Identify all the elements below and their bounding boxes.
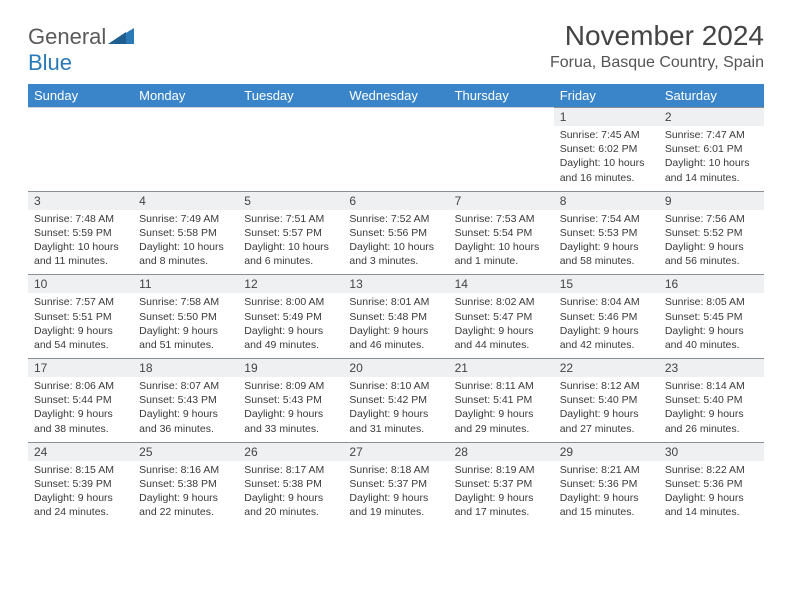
day-number-cell: 6 xyxy=(343,191,448,210)
day-number-cell: 19 xyxy=(238,359,343,378)
day-content-cell: Sunrise: 7:54 AMSunset: 5:53 PMDaylight:… xyxy=(554,210,659,275)
calendar-table: Sunday Monday Tuesday Wednesday Thursday… xyxy=(28,84,764,525)
day-content-cell: Sunrise: 8:21 AMSunset: 5:36 PMDaylight:… xyxy=(554,461,659,526)
day-number-cell xyxy=(133,108,238,127)
day-header: Tuesday xyxy=(238,84,343,108)
day-content-cell: Sunrise: 7:48 AMSunset: 5:59 PMDaylight:… xyxy=(28,210,133,275)
day-number-row: 24252627282930 xyxy=(28,442,764,461)
day-number-cell: 29 xyxy=(554,442,659,461)
day-number-cell: 4 xyxy=(133,191,238,210)
logo-triangle-icon xyxy=(108,26,134,49)
day-number-row: 3456789 xyxy=(28,191,764,210)
day-number-cell: 11 xyxy=(133,275,238,294)
calendar-page: General Blue November 2024 Forua, Basque… xyxy=(0,0,792,545)
day-content-cell: Sunrise: 8:15 AMSunset: 5:39 PMDaylight:… xyxy=(28,461,133,526)
day-number-cell xyxy=(28,108,133,127)
day-number-cell: 30 xyxy=(659,442,764,461)
day-number-cell: 18 xyxy=(133,359,238,378)
day-content-cell xyxy=(238,126,343,191)
logo: General Blue xyxy=(28,20,134,76)
day-number-cell: 15 xyxy=(554,275,659,294)
day-content-cell: Sunrise: 8:14 AMSunset: 5:40 PMDaylight:… xyxy=(659,377,764,442)
day-number-cell: 1 xyxy=(554,108,659,127)
day-content-cell: Sunrise: 8:22 AMSunset: 5:36 PMDaylight:… xyxy=(659,461,764,526)
day-number-cell: 27 xyxy=(343,442,448,461)
day-content-row: Sunrise: 7:48 AMSunset: 5:59 PMDaylight:… xyxy=(28,210,764,275)
day-content-cell: Sunrise: 7:52 AMSunset: 5:56 PMDaylight:… xyxy=(343,210,448,275)
day-number-cell: 3 xyxy=(28,191,133,210)
day-content-cell: Sunrise: 7:47 AMSunset: 6:01 PMDaylight:… xyxy=(659,126,764,191)
day-number-cell: 22 xyxy=(554,359,659,378)
day-content-cell: Sunrise: 7:57 AMSunset: 5:51 PMDaylight:… xyxy=(28,293,133,358)
day-content-cell: Sunrise: 8:05 AMSunset: 5:45 PMDaylight:… xyxy=(659,293,764,358)
day-content-cell xyxy=(28,126,133,191)
day-number-cell: 8 xyxy=(554,191,659,210)
title-block: November 2024 Forua, Basque Country, Spa… xyxy=(550,20,764,72)
day-content-cell xyxy=(343,126,448,191)
logo-text-blue: Blue xyxy=(28,50,72,75)
day-content-cell: Sunrise: 8:10 AMSunset: 5:42 PMDaylight:… xyxy=(343,377,448,442)
day-number-cell xyxy=(449,108,554,127)
day-content-cell: Sunrise: 7:49 AMSunset: 5:58 PMDaylight:… xyxy=(133,210,238,275)
day-content-cell: Sunrise: 8:11 AMSunset: 5:41 PMDaylight:… xyxy=(449,377,554,442)
day-content-cell: Sunrise: 8:02 AMSunset: 5:47 PMDaylight:… xyxy=(449,293,554,358)
day-content-cell: Sunrise: 8:19 AMSunset: 5:37 PMDaylight:… xyxy=(449,461,554,526)
day-content-row: Sunrise: 7:57 AMSunset: 5:51 PMDaylight:… xyxy=(28,293,764,358)
day-content-cell xyxy=(133,126,238,191)
day-content-cell: Sunrise: 8:04 AMSunset: 5:46 PMDaylight:… xyxy=(554,293,659,358)
day-header: Monday xyxy=(133,84,238,108)
day-header-row: Sunday Monday Tuesday Wednesday Thursday… xyxy=(28,84,764,108)
day-header: Wednesday xyxy=(343,84,448,108)
day-number-row: 10111213141516 xyxy=(28,275,764,294)
day-number-cell: 24 xyxy=(28,442,133,461)
day-number-cell: 2 xyxy=(659,108,764,127)
logo-text-general: General xyxy=(28,24,106,49)
header: General Blue November 2024 Forua, Basque… xyxy=(28,20,764,76)
day-number-cell xyxy=(343,108,448,127)
day-content-cell: Sunrise: 8:06 AMSunset: 5:44 PMDaylight:… xyxy=(28,377,133,442)
day-header: Sunday xyxy=(28,84,133,108)
day-content-cell: Sunrise: 7:51 AMSunset: 5:57 PMDaylight:… xyxy=(238,210,343,275)
location-text: Forua, Basque Country, Spain xyxy=(550,54,764,72)
day-number-row: 17181920212223 xyxy=(28,359,764,378)
day-content-cell: Sunrise: 7:56 AMSunset: 5:52 PMDaylight:… xyxy=(659,210,764,275)
day-content-cell: Sunrise: 8:12 AMSunset: 5:40 PMDaylight:… xyxy=(554,377,659,442)
day-content-row: Sunrise: 7:45 AMSunset: 6:02 PMDaylight:… xyxy=(28,126,764,191)
day-number-cell: 25 xyxy=(133,442,238,461)
day-content-cell: Sunrise: 7:53 AMSunset: 5:54 PMDaylight:… xyxy=(449,210,554,275)
day-number-cell: 16 xyxy=(659,275,764,294)
day-content-cell: Sunrise: 8:00 AMSunset: 5:49 PMDaylight:… xyxy=(238,293,343,358)
day-content-row: Sunrise: 8:15 AMSunset: 5:39 PMDaylight:… xyxy=(28,461,764,526)
day-number-cell: 26 xyxy=(238,442,343,461)
day-number-row: 12 xyxy=(28,108,764,127)
day-content-cell: Sunrise: 7:58 AMSunset: 5:50 PMDaylight:… xyxy=(133,293,238,358)
day-header: Thursday xyxy=(449,84,554,108)
day-number-cell: 9 xyxy=(659,191,764,210)
day-number-cell: 12 xyxy=(238,275,343,294)
day-header: Saturday xyxy=(659,84,764,108)
day-number-cell: 5 xyxy=(238,191,343,210)
day-content-cell: Sunrise: 8:17 AMSunset: 5:38 PMDaylight:… xyxy=(238,461,343,526)
month-title: November 2024 xyxy=(550,20,764,52)
day-content-row: Sunrise: 8:06 AMSunset: 5:44 PMDaylight:… xyxy=(28,377,764,442)
day-number-cell: 23 xyxy=(659,359,764,378)
day-number-cell: 17 xyxy=(28,359,133,378)
day-content-cell xyxy=(449,126,554,191)
day-content-cell: Sunrise: 8:01 AMSunset: 5:48 PMDaylight:… xyxy=(343,293,448,358)
day-number-cell xyxy=(238,108,343,127)
day-header: Friday xyxy=(554,84,659,108)
day-number-cell: 14 xyxy=(449,275,554,294)
day-number-cell: 28 xyxy=(449,442,554,461)
day-number-cell: 20 xyxy=(343,359,448,378)
day-content-cell: Sunrise: 8:09 AMSunset: 5:43 PMDaylight:… xyxy=(238,377,343,442)
day-number-cell: 21 xyxy=(449,359,554,378)
day-content-cell: Sunrise: 8:07 AMSunset: 5:43 PMDaylight:… xyxy=(133,377,238,442)
day-number-cell: 13 xyxy=(343,275,448,294)
day-content-cell: Sunrise: 8:18 AMSunset: 5:37 PMDaylight:… xyxy=(343,461,448,526)
day-number-cell: 10 xyxy=(28,275,133,294)
day-content-cell: Sunrise: 8:16 AMSunset: 5:38 PMDaylight:… xyxy=(133,461,238,526)
day-content-cell: Sunrise: 7:45 AMSunset: 6:02 PMDaylight:… xyxy=(554,126,659,191)
day-number-cell: 7 xyxy=(449,191,554,210)
